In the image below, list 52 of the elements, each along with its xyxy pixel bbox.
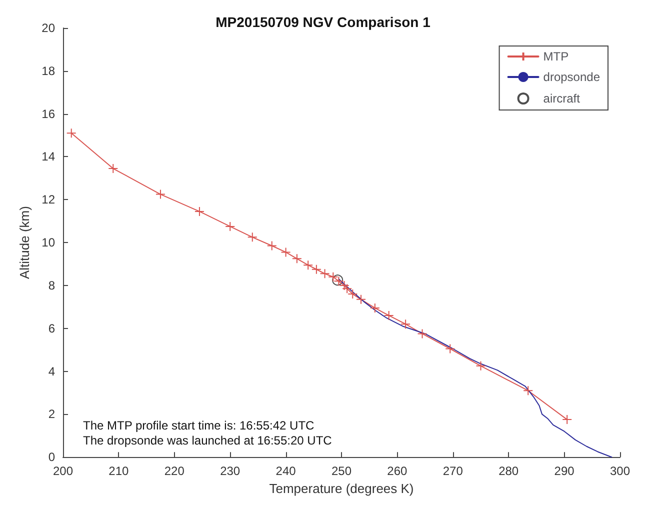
- point: [523, 386, 534, 396]
- x-tick-label: 260: [387, 464, 408, 478]
- point: [194, 206, 204, 216]
- line-series: [338, 278, 612, 458]
- point: [247, 232, 258, 242]
- point: [370, 302, 380, 313]
- x-axis-title: Temperature (degrees K): [269, 481, 414, 496]
- x-tick-label: 230: [220, 464, 240, 478]
- y-tick-label: 8: [48, 278, 56, 292]
- point: [320, 268, 330, 279]
- point: [155, 189, 166, 200]
- point: [445, 344, 456, 354]
- x-tick-label: 290: [554, 464, 575, 478]
- y-tick-label: 6: [48, 321, 56, 336]
- y-tick-label: 18: [42, 64, 56, 78]
- x-tick-label: 270: [442, 464, 464, 478]
- x-tick-label: 300: [610, 464, 630, 478]
- point: [562, 414, 572, 425]
- x-tick-label: 220: [164, 464, 185, 478]
- point: [66, 128, 76, 138]
- point: [311, 264, 322, 274]
- y-tick-label: 14: [42, 150, 56, 164]
- y-tick-label: 12: [42, 192, 56, 207]
- x-tick-label: 250: [331, 464, 352, 478]
- y-tick-label: 4: [48, 364, 56, 378]
- x-tick-label: 240: [276, 464, 296, 478]
- point: [292, 254, 302, 264]
- point: [476, 360, 486, 371]
- annotation: The MTP profile start time is: 16:55:42 UTC: [83, 418, 315, 432]
- point: [400, 319, 411, 330]
- y-tick-label: 10: [42, 236, 56, 250]
- y-tick-label: 16: [42, 106, 56, 121]
- chart-title: MP20150709 NGV Comparison 1: [216, 14, 431, 30]
- annotation: The dropsonde was launched at 16:55:20 UTC: [83, 434, 332, 448]
- legend-label: MTP: [543, 50, 569, 64]
- legend-label: dropsonde: [543, 70, 600, 84]
- y-tick-label: 0: [48, 450, 56, 464]
- point: [266, 240, 277, 251]
- legend-label: aircraft: [543, 92, 581, 106]
- point: [303, 260, 314, 270]
- point: [225, 221, 236, 232]
- point: [384, 310, 394, 320]
- x-tick-label: 280: [498, 464, 519, 478]
- point: [108, 164, 118, 174]
- y-axis-title: Altitude (km): [16, 206, 32, 280]
- point: [356, 294, 366, 304]
- x-tick-label: 200: [52, 464, 74, 478]
- point: [280, 247, 291, 258]
- point: [417, 328, 428, 339]
- x-tick-label: 210: [108, 464, 130, 478]
- y-tick-label: 2: [48, 407, 56, 422]
- y-tick-label: 20: [42, 21, 56, 35]
